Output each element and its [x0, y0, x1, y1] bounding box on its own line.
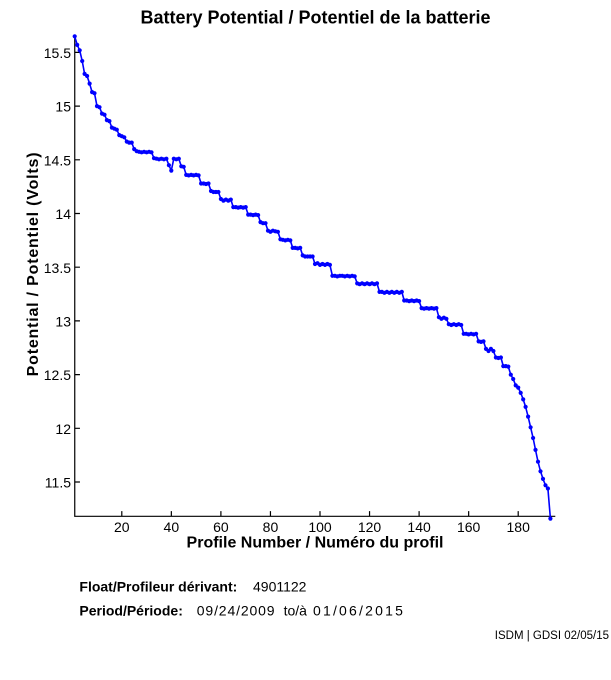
- svg-text:14: 14: [55, 206, 71, 222]
- svg-text:80: 80: [263, 519, 279, 535]
- svg-text:15: 15: [55, 99, 71, 115]
- svg-text:13.5: 13.5: [44, 260, 71, 276]
- svg-text:ISDM | GDSI 02/05/15: ISDM | GDSI 02/05/15: [495, 630, 609, 642]
- svg-text:180: 180: [507, 519, 531, 535]
- svg-text:15.5: 15.5: [44, 45, 71, 61]
- svg-text:12: 12: [55, 421, 71, 437]
- svg-text:11.5: 11.5: [45, 475, 71, 491]
- svg-text:20: 20: [114, 519, 130, 535]
- svg-text:13: 13: [55, 314, 71, 330]
- svg-text:Profile Number / Numéro du pro: Profile Number / Numéro du profil: [187, 535, 444, 552]
- svg-text:Battery Potential / Potentiel: Battery Potential / Potentiel de la batt…: [140, 8, 490, 28]
- svg-text:12.5: 12.5: [44, 367, 71, 383]
- svg-text:140: 140: [407, 519, 431, 535]
- svg-text:160: 160: [457, 519, 481, 535]
- svg-text:40: 40: [164, 519, 180, 535]
- svg-text:100: 100: [308, 519, 332, 535]
- svg-text:120: 120: [358, 519, 382, 535]
- svg-text:60: 60: [213, 519, 229, 535]
- svg-text:Float/Profileur dérivant:49011: Float/Profileur dérivant: 4901122: [79, 578, 306, 594]
- svg-text:14.5: 14.5: [44, 152, 71, 168]
- svg-text:Potential / Potentiel (Volts): Potential / Potentiel (Volts): [25, 152, 42, 377]
